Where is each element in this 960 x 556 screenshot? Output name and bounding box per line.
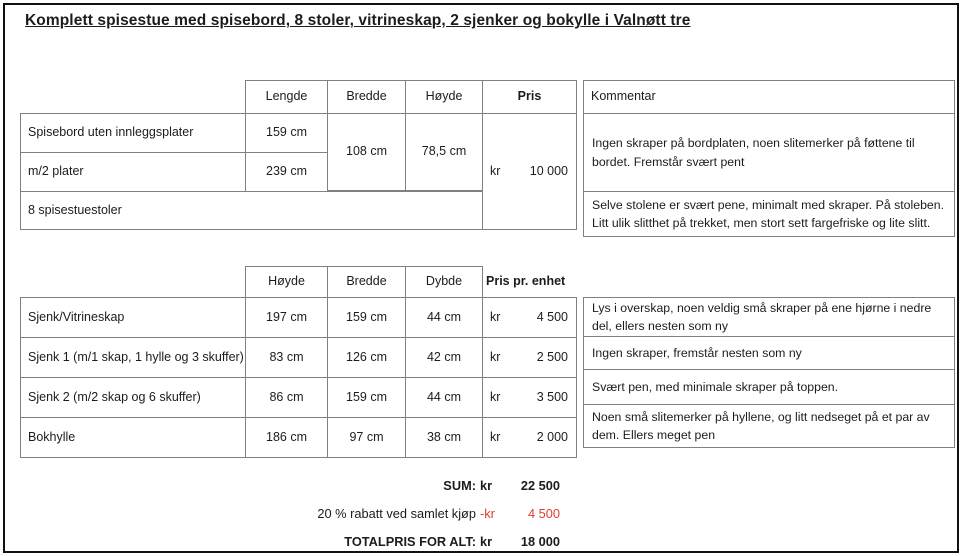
t2-row3-currency: kr xyxy=(490,389,501,404)
t2-row3-label: Sjenk 2 (m/2 skap og 6 skuffer) xyxy=(20,377,246,418)
t2-row2-currency: kr xyxy=(490,349,501,364)
t2-row3-dybde: 44 cm xyxy=(405,377,483,418)
document-page: Komplett spisestue med spisebord, 8 stol… xyxy=(3,3,959,553)
t2-row1-dybde: 44 cm xyxy=(405,297,483,338)
summary-row-sum: SUM: kr 22 500 xyxy=(105,476,560,494)
t2-row2-price: kr 2 500 xyxy=(482,337,577,378)
t1-merged-hoyde: 78,5 cm xyxy=(405,113,483,191)
discount-label: 20 % rabatt ved samlet kjøp xyxy=(317,505,476,521)
t2-comment-4: Noen små slitemerker på hyllene, og litt… xyxy=(583,404,955,448)
t1-merged-bredde: 108 cm xyxy=(327,113,406,191)
t2-row1-currency: kr xyxy=(490,309,501,324)
t2-row1-price: kr 4 500 xyxy=(482,297,577,338)
sum-amount: 22 500 xyxy=(520,477,560,493)
t1-row3-label: 8 spisestuestoler xyxy=(20,191,483,230)
t1-price-currency: kr xyxy=(490,163,501,178)
page-title: Komplett spisestue med spisebord, 8 stol… xyxy=(25,12,691,29)
t2-row4-currency: kr xyxy=(490,429,501,444)
t2-row1-amount: 4 500 xyxy=(536,309,568,324)
t2-row4-dybde: 38 cm xyxy=(405,417,483,458)
sum-currency: kr xyxy=(480,477,493,493)
t2-header-dybde: Dybde xyxy=(405,266,483,298)
t1-row2-lengde: 239 cm xyxy=(245,152,328,192)
discount-amount: 4 500 xyxy=(527,505,560,521)
t2-row2-dybde: 42 cm xyxy=(405,337,483,378)
t1-row1-lengde: 159 cm xyxy=(245,113,328,153)
t2-row3-amount: 3 500 xyxy=(536,389,568,404)
t1-header-bredde: Bredde xyxy=(327,80,406,114)
discount-currency: -kr xyxy=(480,505,495,521)
t2-row4-bredde: 97 cm xyxy=(327,417,406,458)
summary-row-total: TOTALPRIS FOR ALT: kr 18 000 xyxy=(105,532,560,550)
t2-row3-hoyde: 86 cm xyxy=(245,377,328,418)
t2-row1-hoyde: 197 cm xyxy=(245,297,328,338)
t1-row1-label: Spisebord uten innleggsplater xyxy=(20,113,246,153)
t2-row4-amount: 2 000 xyxy=(536,429,568,444)
t1-header-kommentar: Kommentar xyxy=(583,80,955,114)
t2-header-bredde: Bredde xyxy=(327,266,406,298)
total-amount: 18 000 xyxy=(520,533,560,549)
t1-row2-label: m/2 plater xyxy=(20,152,246,192)
t2-row2-amount: 2 500 xyxy=(536,349,568,364)
t2-row2-bredde: 126 cm xyxy=(327,337,406,378)
total-currency: kr xyxy=(480,533,493,549)
t1-price-amount: 10 000 xyxy=(529,163,568,178)
t2-row1-label: Sjenk/Vitrineskap xyxy=(20,297,246,338)
t2-comment-1: Lys i overskap, noen veldig små skraper … xyxy=(583,297,955,337)
t1-comment-chairs: Selve stolene er svært pene, minimalt me… xyxy=(583,191,955,237)
t2-row4-hoyde: 186 cm xyxy=(245,417,328,458)
t1-price-cell: kr 10 000 xyxy=(482,113,577,230)
sum-label: SUM: xyxy=(443,477,476,493)
total-label: TOTALPRIS FOR ALT: xyxy=(344,533,476,549)
t2-row4-label: Bokhylle xyxy=(20,417,246,458)
t1-header-pris: Pris xyxy=(482,80,577,114)
t1-header-hoyde: Høyde xyxy=(405,80,483,114)
t2-row2-hoyde: 83 cm xyxy=(245,337,328,378)
t2-row3-price: kr 3 500 xyxy=(482,377,577,418)
t2-row2-label: Sjenk 1 (m/1 skap, 1 hylle og 3 skuffer) xyxy=(20,337,246,378)
t2-row1-bredde: 159 cm xyxy=(327,297,406,338)
t2-header-hoyde: Høyde xyxy=(245,266,328,298)
t2-header-pris: Pris pr. enhet xyxy=(486,274,566,289)
t1-header-lengde: Lengde xyxy=(245,80,328,114)
t1-comment-table: Ingen skraper på bordplaten, noen slitem… xyxy=(583,113,955,192)
t2-row4-price: kr 2 000 xyxy=(482,417,577,458)
t2-comment-2: Ingen skraper, fremstår nesten som ny xyxy=(583,336,955,370)
t2-comment-3: Svært pen, med minimale skraper på toppe… xyxy=(583,369,955,405)
t2-row3-bredde: 159 cm xyxy=(327,377,406,418)
summary-row-discount: 20 % rabatt ved samlet kjøp -kr 4 500 xyxy=(105,504,560,522)
